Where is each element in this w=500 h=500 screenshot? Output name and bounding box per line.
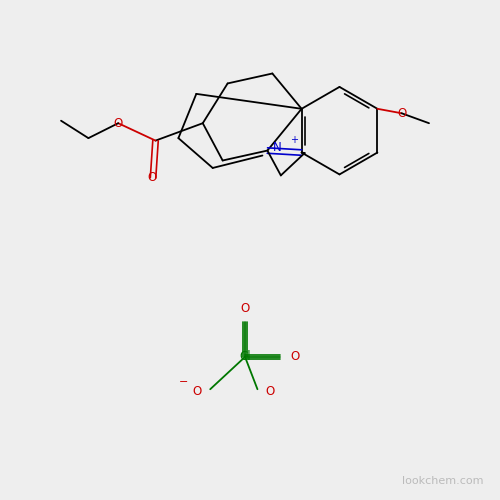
Text: O: O	[291, 350, 300, 364]
Text: Cl: Cl	[239, 350, 251, 364]
Text: +: +	[290, 134, 298, 144]
Text: O: O	[240, 302, 250, 314]
Text: N: N	[274, 141, 282, 154]
Text: lookchem.com: lookchem.com	[402, 476, 483, 486]
Text: O: O	[148, 172, 156, 184]
Text: O: O	[398, 107, 407, 120]
Text: O: O	[265, 385, 274, 398]
Text: O: O	[114, 116, 123, 130]
Text: O: O	[192, 385, 202, 398]
Text: −: −	[178, 377, 188, 387]
